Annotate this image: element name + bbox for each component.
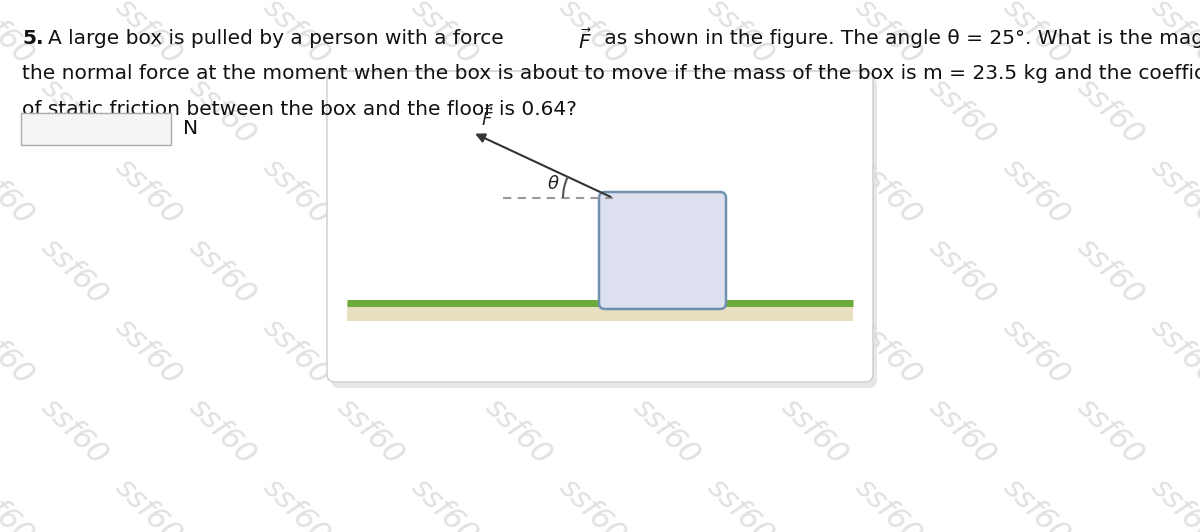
FancyBboxPatch shape [331, 77, 877, 388]
Text: of static friction between the box and the floor is 0.64?: of static friction between the box and t… [22, 100, 577, 119]
Text: ssf60: ssf60 [0, 0, 38, 71]
Text: ssf60: ssf60 [775, 233, 853, 311]
Text: ssf60: ssf60 [628, 73, 704, 151]
Text: ssf60: ssf60 [553, 153, 631, 231]
Text: ssf60: ssf60 [109, 313, 187, 391]
Text: ssf60: ssf60 [479, 73, 557, 151]
Text: ssf60: ssf60 [1145, 473, 1200, 532]
Text: ssf60: ssf60 [850, 153, 926, 231]
Text: ssf60: ssf60 [0, 313, 38, 391]
Text: ssf60: ssf60 [1145, 313, 1200, 391]
Text: ssf60: ssf60 [406, 313, 482, 391]
Text: ssf60: ssf60 [331, 393, 409, 471]
Text: ssf60: ssf60 [701, 0, 779, 71]
FancyBboxPatch shape [326, 71, 874, 382]
Text: ssf60: ssf60 [331, 73, 409, 151]
Text: θ: θ [547, 175, 558, 193]
Text: ssf60: ssf60 [109, 153, 187, 231]
Text: ssf60: ssf60 [923, 393, 1001, 471]
Text: ssf60: ssf60 [775, 393, 853, 471]
Text: ssf60: ssf60 [923, 73, 1001, 151]
Text: $\vec{F}$: $\vec{F}$ [480, 107, 493, 130]
Text: the normal force at the moment when the box is about to move if the mass of the : the normal force at the moment when the … [22, 64, 1200, 83]
Text: ssf60: ssf60 [553, 313, 631, 391]
Text: ssf60: ssf60 [997, 153, 1075, 231]
FancyBboxPatch shape [599, 192, 726, 309]
Text: ssf60: ssf60 [0, 153, 38, 231]
Text: ssf60: ssf60 [479, 233, 557, 311]
Text: ssf60: ssf60 [997, 473, 1075, 532]
Text: ssf60: ssf60 [184, 233, 260, 311]
Text: ssf60: ssf60 [628, 233, 704, 311]
Text: N: N [182, 120, 198, 138]
Text: ssf60: ssf60 [1072, 233, 1148, 311]
FancyBboxPatch shape [22, 113, 172, 145]
Text: ssf60: ssf60 [701, 153, 779, 231]
Text: ssf60: ssf60 [923, 233, 1001, 311]
Text: ssf60: ssf60 [184, 393, 260, 471]
Text: ssf60: ssf60 [406, 0, 482, 71]
Text: ssf60: ssf60 [109, 473, 187, 532]
Text: ssf60: ssf60 [257, 473, 335, 532]
Text: ssf60: ssf60 [850, 0, 926, 71]
Text: $\vec{F}$: $\vec{F}$ [578, 28, 592, 53]
Text: ssf60: ssf60 [35, 393, 113, 471]
Text: ssf60: ssf60 [775, 73, 853, 151]
Text: ssf60: ssf60 [1145, 153, 1200, 231]
Text: as shown in the figure. The angle θ = 25°. What is the magnitude of: as shown in the figure. The angle θ = 25… [598, 29, 1200, 48]
Text: ssf60: ssf60 [1145, 0, 1200, 71]
Text: ssf60: ssf60 [701, 313, 779, 391]
Text: ssf60: ssf60 [257, 313, 335, 391]
Text: ssf60: ssf60 [479, 393, 557, 471]
Text: ssf60: ssf60 [997, 0, 1075, 71]
Text: ssf60: ssf60 [850, 473, 926, 532]
Text: ssf60: ssf60 [0, 473, 38, 532]
Text: ssf60: ssf60 [628, 393, 704, 471]
Text: ssf60: ssf60 [257, 153, 335, 231]
Text: A large box is pulled by a person with a force: A large box is pulled by a person with a… [48, 29, 510, 48]
Text: ssf60: ssf60 [35, 233, 113, 311]
Text: ssf60: ssf60 [1072, 73, 1148, 151]
Text: ssf60: ssf60 [406, 473, 482, 532]
Text: ssf60: ssf60 [553, 473, 631, 532]
Bar [347, 303, 853, 321]
Text: ssf60: ssf60 [257, 0, 335, 71]
Text: ssf60: ssf60 [997, 313, 1075, 391]
Text: ssf60: ssf60 [184, 73, 260, 151]
Text: ssf60: ssf60 [1072, 393, 1148, 471]
Text: ssf60: ssf60 [406, 153, 482, 231]
Text: ssf60: ssf60 [331, 233, 409, 311]
Text: 5.: 5. [22, 29, 43, 48]
Text: ssf60: ssf60 [701, 473, 779, 532]
Text: ssf60: ssf60 [850, 313, 926, 391]
Text: ssf60: ssf60 [553, 0, 631, 71]
Text: ssf60: ssf60 [109, 0, 187, 71]
Text: ssf60: ssf60 [35, 73, 113, 151]
